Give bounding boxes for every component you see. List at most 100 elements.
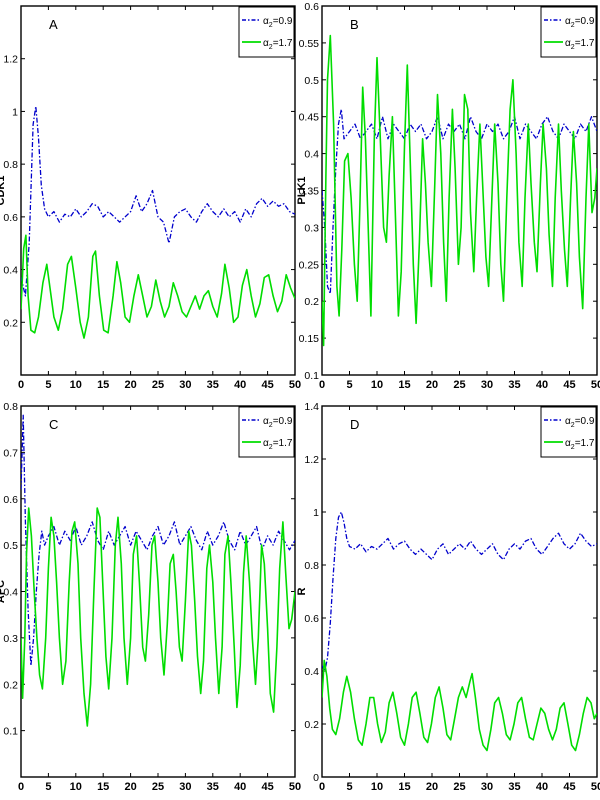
- legend-box: [238, 406, 295, 458]
- legend-entry: α2=1.7: [565, 438, 595, 451]
- y-tick-label: 0.15: [299, 333, 320, 345]
- panel-d: 0 5 10 15 20 25 30 35 40 45 50 0 0.2 0.4 0.6 0.8 1 1.2 1.4…: [296, 401, 600, 793]
- x-tick-label: 5: [346, 781, 352, 793]
- legend-alpha: α: [263, 16, 269, 27]
- legend-value: =1.7: [575, 438, 595, 449]
- legend-subscript: 2: [269, 422, 273, 429]
- y-tick-label: 0.2: [3, 679, 18, 691]
- legend-entry: α2=0.9: [263, 16, 293, 29]
- legend-value: =1.7: [273, 38, 293, 49]
- y-tick-label: 0.2: [3, 317, 18, 329]
- legend-alpha: α: [263, 38, 269, 49]
- y-tick-label: 0.7: [3, 447, 18, 459]
- y-tick-label: 0.4: [3, 265, 18, 277]
- legend-value: =0.9: [575, 16, 595, 27]
- x-tick-label: 40: [234, 379, 246, 391]
- x-tick-label: 20: [124, 379, 136, 391]
- y-tick-label: 0.8: [3, 401, 18, 413]
- x-tick-label: 50: [591, 781, 600, 793]
- legend-value: =1.7: [273, 438, 293, 449]
- x-tick-label: 15: [97, 379, 109, 391]
- legend-value: =0.9: [575, 416, 595, 427]
- legend-alpha: α: [565, 16, 571, 27]
- x-tick-label: 35: [207, 379, 219, 391]
- y-tick-label: 0.3: [304, 222, 319, 234]
- series-line-1: [21, 414, 295, 667]
- y-tick-label: 0.1: [3, 726, 18, 738]
- x-tick-label: 20: [426, 379, 438, 391]
- x-tick-label: 45: [261, 781, 273, 793]
- y-tick-label: 0.4: [304, 149, 319, 161]
- x-tick-label: 45: [563, 781, 575, 793]
- x-tick-label: 0: [18, 781, 24, 793]
- legend-subscript: 2: [269, 44, 273, 51]
- panel-c: 0 5 10 15 20 25 30 35 40 45 50 0.1 0.2 0.3 0.4 0.5 0.6 0.…: [0, 401, 301, 793]
- legend-entry: α2=0.9: [565, 416, 595, 429]
- legend-alpha: α: [263, 416, 269, 427]
- series-line-1: [322, 511, 597, 672]
- x-tick-label: 50: [289, 781, 301, 793]
- x-tick-label: 10: [371, 781, 383, 793]
- panel-a: 0 5 10 15 20 25 30 35 40 45 50 0.2 0.4 0.6 0.8 1 1.2 CDK1…: [0, 5, 301, 391]
- x-tick-label: 5: [45, 379, 51, 391]
- x-tick-label: 35: [207, 781, 219, 793]
- y-tick-label: 0.4: [3, 587, 18, 599]
- y-axis-label: R: [296, 587, 308, 595]
- x-tick-label: 35: [508, 781, 520, 793]
- x-tick-label: 0: [319, 379, 325, 391]
- y-tick-label: 0.8: [3, 159, 18, 171]
- y-tick-label: 0.6: [3, 494, 18, 506]
- x-tick-label: 40: [536, 379, 548, 391]
- y-tick-label: 0.2: [304, 719, 319, 731]
- axes-box: [20, 5, 296, 376]
- y-tick-label: 0.35: [299, 186, 320, 198]
- x-tick-label: 15: [398, 781, 410, 793]
- legend: α2=0.9 α2=1.7: [540, 6, 597, 58]
- y-tick-label: 0.6: [3, 212, 18, 224]
- y-tick-label: 0.1: [304, 370, 319, 382]
- legend-box: [238, 6, 295, 58]
- y-tick-label: 0.6: [304, 1, 319, 13]
- axes-box: [321, 405, 598, 778]
- legend-entry: α2=0.9: [565, 16, 595, 29]
- x-tick-label: 10: [70, 379, 82, 391]
- x-tick-label: 35: [508, 379, 520, 391]
- y-tick-label: 1: [313, 507, 319, 519]
- y-tick-label: 0.4: [304, 666, 319, 678]
- panel-letter: A: [49, 17, 58, 32]
- legend-subscript: 2: [571, 444, 575, 451]
- y-tick-label: 0.45: [299, 112, 320, 124]
- x-tick-label: 25: [152, 781, 164, 793]
- y-tick-label: 1.2: [304, 454, 319, 466]
- legend: α2=0.9α2=1.7: [238, 6, 295, 58]
- legend-entry: α2=0.9: [263, 416, 293, 429]
- legend-entry: α2=1.7: [565, 38, 595, 51]
- panel-letter: B: [350, 17, 359, 32]
- x-tick-label: 45: [261, 379, 273, 391]
- x-tick-label: 50: [591, 379, 600, 391]
- x-tick-label: 5: [45, 781, 51, 793]
- legend-alpha: α: [565, 38, 571, 49]
- series-line-2: [322, 34, 597, 347]
- x-tick-label: 10: [70, 781, 82, 793]
- x-tick-label: 20: [426, 781, 438, 793]
- series-line-2: [21, 507, 295, 727]
- legend-alpha: α: [565, 438, 571, 449]
- y-tick-label: 0: [313, 772, 319, 784]
- series-line-2: [322, 659, 597, 752]
- legend-alpha: α: [263, 438, 269, 449]
- y-tick-label: 0.25: [299, 259, 320, 271]
- legend-entry: α2=1.7: [263, 438, 293, 451]
- y-tick-label: 0.5: [304, 75, 319, 87]
- x-tick-label: 25: [152, 379, 164, 391]
- legend-entry: α2=1.7: [263, 38, 293, 51]
- y-axis-label: PLK1: [296, 176, 308, 204]
- legend-value: =1.7: [575, 38, 595, 49]
- y-tick-label: 0.6: [304, 613, 319, 625]
- y-tick-label: 0.5: [3, 540, 18, 552]
- x-tick-label: 30: [179, 781, 191, 793]
- x-tick-label: 15: [398, 379, 410, 391]
- x-tick-label: 30: [481, 379, 493, 391]
- y-tick-label: 0.55: [299, 38, 320, 50]
